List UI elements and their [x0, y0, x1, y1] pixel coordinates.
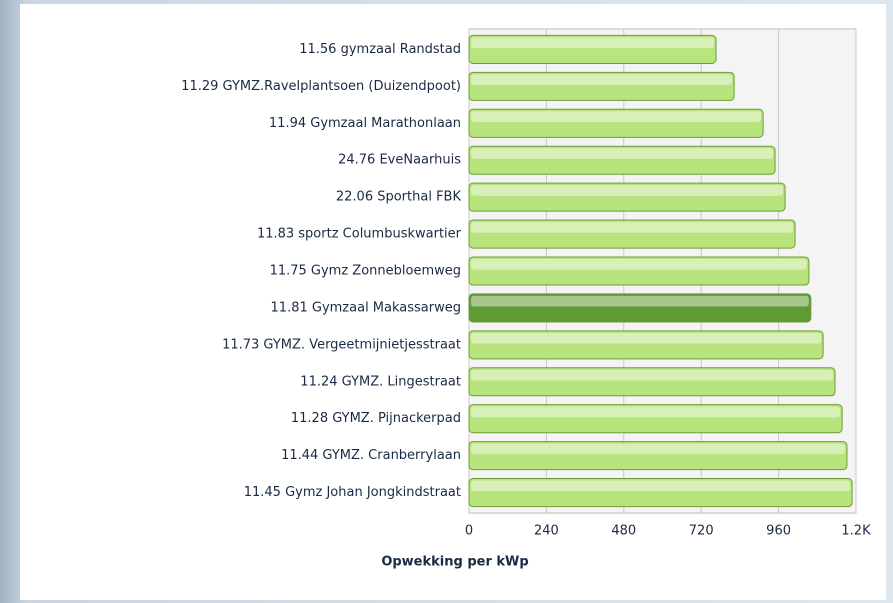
y-tick-label: 11.24 GYMZ. Lingestraat	[300, 374, 461, 389]
x-tick-label: 480	[611, 524, 636, 539]
bar-gloss	[471, 407, 840, 418]
x-tick-label: 1.2K	[841, 524, 871, 539]
chart: Opwekking per kWp 0 240 480 720 960 1.2K 11.56…	[0, 0, 893, 603]
y-tick-label: 11.45 Gymz Johan Jongkindstraat	[244, 485, 461, 500]
bar-gloss	[471, 185, 783, 196]
y-tick-label: 11.81 Gymzaal Makassarweg	[271, 300, 461, 315]
bar-gloss	[471, 259, 807, 270]
y-tick-label: 11.29 GYMZ.Ravelplantsoen (Duizendpoot)	[181, 79, 461, 94]
y-tick-label: 22.06 Sporthal FBK	[336, 190, 462, 205]
y-tick-label: 11.44 GYMZ. Cranberrylaan	[281, 448, 461, 463]
y-tick-label: 11.56 gymzaal Randstad	[299, 42, 461, 57]
bar-gloss	[471, 37, 714, 48]
x-tick-label: 240	[534, 524, 559, 539]
y-tick-label: 11.28 GYMZ. Pijnackerpad	[291, 411, 461, 426]
bar-gloss	[471, 148, 773, 159]
bar-gloss	[471, 111, 761, 122]
x-tick-label: 720	[689, 524, 714, 539]
y-tick-label: 11.83 sportz Columbuskwartier	[257, 227, 462, 242]
x-tick-label: 960	[766, 524, 791, 539]
y-tick-label: 11.94 Gymzaal Marathonlaan	[269, 116, 461, 131]
y-tick-label: 11.75 Gymz Zonnebloemweg	[270, 264, 461, 279]
bar-gloss	[471, 222, 793, 233]
bar-gloss	[471, 444, 845, 455]
bar-gloss	[471, 296, 809, 307]
bar-gloss	[471, 370, 833, 381]
bar-gloss	[471, 481, 850, 492]
x-axis-title: Opwekking per kWp	[381, 555, 528, 570]
y-tick-label: 11.73 GYMZ. Vergeetmijnietjesstraat	[222, 337, 461, 352]
y-tick-label: 24.76 EveNaarhuis	[338, 153, 461, 168]
bar-gloss	[471, 333, 821, 344]
bar-gloss	[471, 74, 732, 85]
page: {"chart_data": {"type": "hbar", "x_label…	[0, 0, 893, 603]
x-tick-label: 0	[465, 524, 473, 539]
